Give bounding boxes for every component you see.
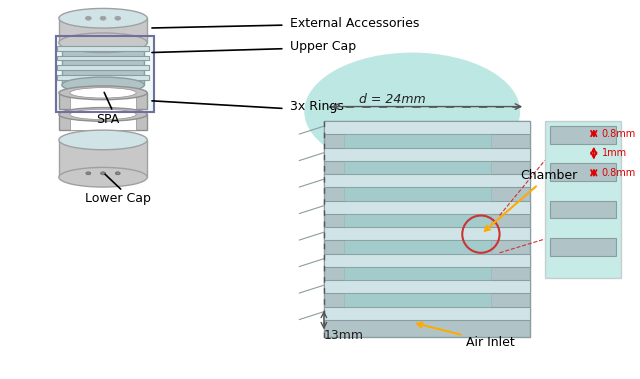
Text: Chamber: Chamber xyxy=(484,169,577,231)
Ellipse shape xyxy=(59,33,147,53)
FancyBboxPatch shape xyxy=(545,121,621,278)
FancyBboxPatch shape xyxy=(550,238,616,256)
Ellipse shape xyxy=(62,77,144,93)
FancyBboxPatch shape xyxy=(57,56,149,60)
FancyBboxPatch shape xyxy=(59,114,147,130)
FancyBboxPatch shape xyxy=(344,187,491,201)
FancyBboxPatch shape xyxy=(344,161,491,174)
FancyBboxPatch shape xyxy=(344,266,491,280)
FancyBboxPatch shape xyxy=(344,293,491,307)
Ellipse shape xyxy=(115,16,121,20)
FancyBboxPatch shape xyxy=(344,240,491,254)
Ellipse shape xyxy=(100,172,106,175)
Text: 13mm: 13mm xyxy=(323,329,364,342)
FancyBboxPatch shape xyxy=(324,148,530,161)
Ellipse shape xyxy=(59,130,147,150)
FancyBboxPatch shape xyxy=(324,174,530,187)
FancyBboxPatch shape xyxy=(59,18,147,43)
FancyBboxPatch shape xyxy=(550,163,616,181)
FancyBboxPatch shape xyxy=(57,75,149,80)
Text: 3x Rings: 3x Rings xyxy=(289,100,344,113)
Ellipse shape xyxy=(85,16,92,20)
Ellipse shape xyxy=(59,8,147,28)
FancyBboxPatch shape xyxy=(324,280,530,293)
FancyBboxPatch shape xyxy=(62,41,144,85)
Text: External Accessories: External Accessories xyxy=(289,17,419,30)
FancyBboxPatch shape xyxy=(59,93,147,108)
Ellipse shape xyxy=(59,86,147,100)
FancyBboxPatch shape xyxy=(344,213,491,227)
Ellipse shape xyxy=(70,88,136,98)
FancyBboxPatch shape xyxy=(344,134,491,148)
Text: Upper Cap: Upper Cap xyxy=(289,40,356,53)
Ellipse shape xyxy=(100,16,106,20)
Ellipse shape xyxy=(304,53,520,171)
Text: 0.8mm: 0.8mm xyxy=(602,129,636,139)
Ellipse shape xyxy=(86,172,91,175)
Text: Air Inlet: Air Inlet xyxy=(417,323,515,349)
Text: 0.8mm: 0.8mm xyxy=(602,168,636,178)
FancyBboxPatch shape xyxy=(324,307,530,319)
Ellipse shape xyxy=(115,172,120,175)
FancyBboxPatch shape xyxy=(550,201,616,218)
FancyBboxPatch shape xyxy=(56,36,154,113)
Text: 1mm: 1mm xyxy=(602,148,627,158)
FancyBboxPatch shape xyxy=(324,227,530,240)
FancyBboxPatch shape xyxy=(324,254,530,266)
FancyBboxPatch shape xyxy=(324,121,530,134)
Ellipse shape xyxy=(70,109,136,119)
Text: d = 24mm: d = 24mm xyxy=(359,93,426,106)
Text: Lower Cap: Lower Cap xyxy=(85,192,150,205)
FancyBboxPatch shape xyxy=(324,121,530,337)
Ellipse shape xyxy=(59,108,147,121)
FancyBboxPatch shape xyxy=(59,140,147,177)
Ellipse shape xyxy=(59,168,147,187)
FancyBboxPatch shape xyxy=(70,93,136,108)
FancyBboxPatch shape xyxy=(57,65,149,70)
FancyBboxPatch shape xyxy=(550,126,616,144)
FancyBboxPatch shape xyxy=(57,46,149,51)
FancyBboxPatch shape xyxy=(70,114,136,130)
FancyBboxPatch shape xyxy=(324,201,530,213)
Text: SPA: SPA xyxy=(97,113,120,126)
